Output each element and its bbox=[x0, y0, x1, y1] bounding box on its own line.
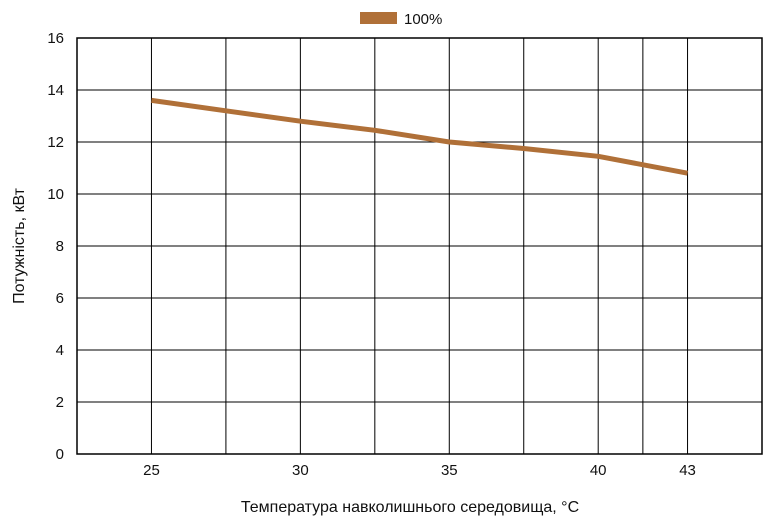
y-tick-label: 2 bbox=[56, 394, 64, 411]
y-tick-label: 12 bbox=[47, 134, 64, 151]
x-tick-label: 43 bbox=[679, 462, 696, 479]
y-tick-label: 6 bbox=[56, 290, 64, 307]
series-layer bbox=[151, 97, 688, 176]
legend-label-100: 100% bbox=[404, 11, 442, 28]
x-tick-label: 25 bbox=[143, 462, 160, 479]
x-tick-label: 40 bbox=[590, 462, 607, 479]
x-tick-label: 30 bbox=[292, 462, 309, 479]
grid bbox=[77, 37, 762, 455]
legend-swatch bbox=[360, 12, 397, 24]
y-axis-title: Потужність, кВт bbox=[11, 187, 28, 304]
y-tick-labels: 0 2 4 6 8 10 12 14 16 bbox=[47, 30, 64, 463]
x-tick-label: 35 bbox=[441, 462, 458, 479]
x-axis-title: Температура навколишнього середовища, °C bbox=[241, 499, 579, 516]
plot-frame bbox=[76, 37, 763, 455]
legend: 100% bbox=[360, 11, 442, 28]
x-tick-labels: 25 30 35 40 43 bbox=[143, 462, 696, 479]
y-tick-label: 16 bbox=[47, 30, 64, 47]
y-tick-label: 8 bbox=[56, 238, 64, 255]
y-tick-label: 14 bbox=[47, 82, 64, 99]
y-tick-label: 10 bbox=[47, 186, 64, 203]
series-line-100 bbox=[151, 97, 688, 176]
y-tick-label: 4 bbox=[56, 342, 64, 359]
y-tick-label: 0 bbox=[56, 446, 64, 463]
